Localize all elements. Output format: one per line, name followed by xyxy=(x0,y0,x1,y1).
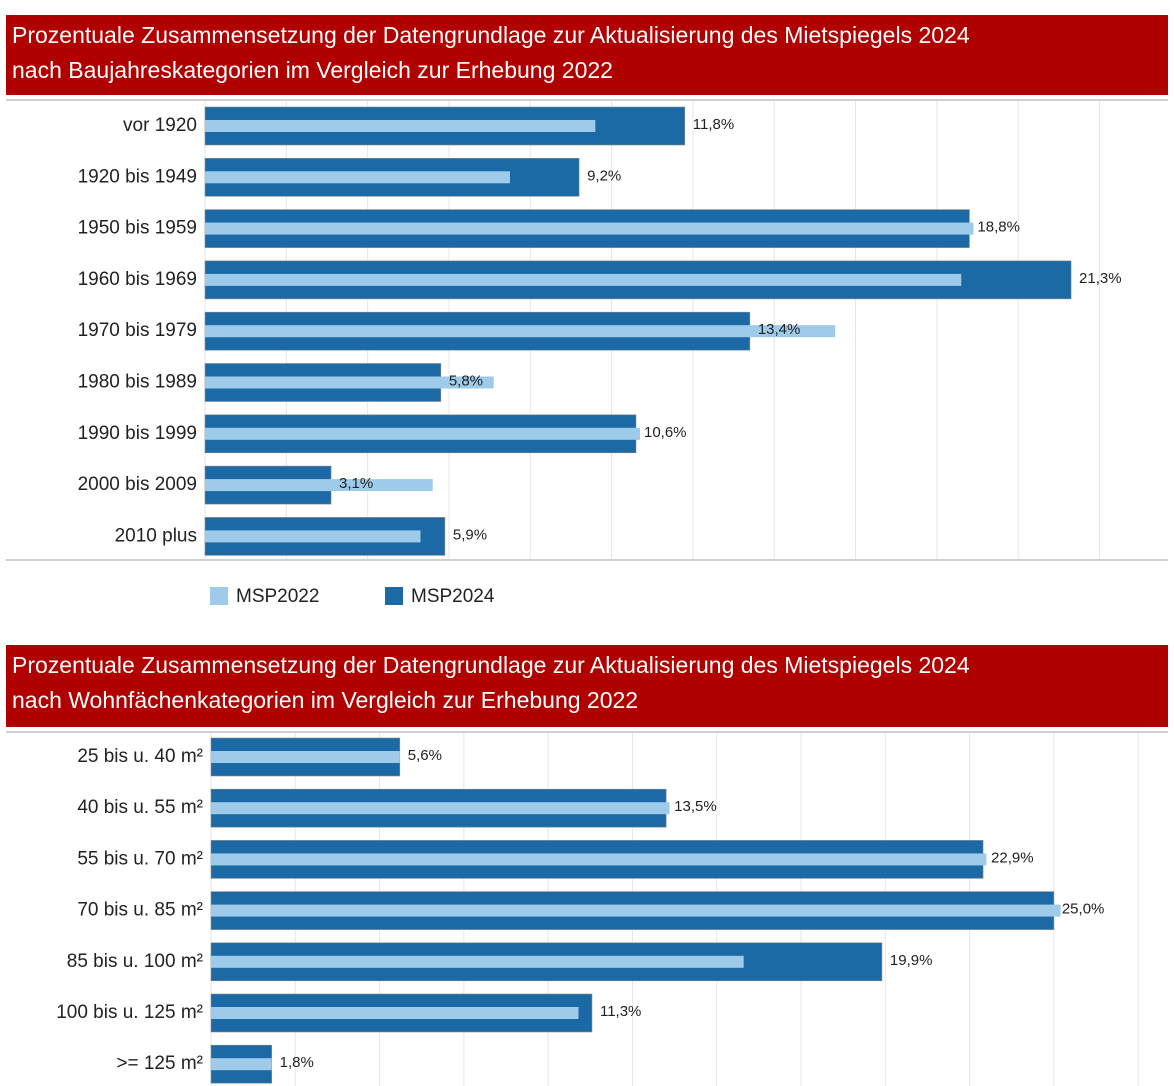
title-banner xyxy=(6,645,1168,727)
category-label: vor 1920 xyxy=(123,115,197,136)
bar xyxy=(205,530,421,543)
bar xyxy=(211,1058,272,1071)
value-label: 21,3% xyxy=(1079,270,1122,287)
category-label: 1920 bis 1949 xyxy=(78,166,197,187)
category-label: 1960 bis 1969 xyxy=(78,269,197,290)
bar xyxy=(211,904,1061,917)
category-label: 1990 bis 1999 xyxy=(78,423,197,444)
value-label: 22,9% xyxy=(991,849,1034,866)
value-label: 3,1% xyxy=(339,475,373,492)
chart-title: nach Wohnfächenkategorien im Vergleich z… xyxy=(12,687,638,713)
category-label: 2000 bis 2009 xyxy=(78,474,197,495)
category-label: 40 bis u. 55 m² xyxy=(77,797,203,818)
chart-title: nach Baujahreskategorien im Vergleich zu… xyxy=(12,57,613,83)
value-label: 19,9% xyxy=(890,952,933,969)
value-label: 18,8% xyxy=(977,219,1020,236)
bar xyxy=(205,222,974,235)
category-label: 1970 bis 1979 xyxy=(78,320,197,341)
category-label: >= 125 m² xyxy=(116,1053,203,1074)
bar xyxy=(211,955,744,968)
value-label: 5,8% xyxy=(449,372,483,389)
category-label: 55 bis u. 70 m² xyxy=(77,848,203,869)
chart-title: Prozentuale Zusammensetzung der Datengru… xyxy=(12,652,970,678)
value-label: 5,9% xyxy=(453,526,487,543)
legend-label: MSP2024 xyxy=(411,586,495,607)
category-label: 1980 bis 1989 xyxy=(78,372,197,393)
category-label: 2010 plus xyxy=(115,525,197,546)
bar xyxy=(211,1007,579,1019)
chart-title: Prozentuale Zusammensetzung der Datengru… xyxy=(12,22,970,48)
bar xyxy=(205,376,494,389)
value-label: 13,4% xyxy=(758,321,801,338)
category-label: 85 bis u. 100 m² xyxy=(67,951,203,972)
bar xyxy=(211,802,670,815)
bar xyxy=(205,171,510,184)
value-label: 11,3% xyxy=(600,1003,641,1020)
value-label: 11,8% xyxy=(693,116,734,133)
legend-swatch xyxy=(210,587,228,605)
value-label: 13,5% xyxy=(674,798,717,815)
value-label: 25,0% xyxy=(1062,901,1105,918)
value-label: 10,6% xyxy=(644,424,687,441)
bar xyxy=(205,120,596,132)
legend-label: MSP2022 xyxy=(236,586,319,607)
bar xyxy=(205,325,836,338)
legend-swatch xyxy=(385,587,403,605)
category-label: 100 bis u. 125 m² xyxy=(56,1002,203,1023)
bar xyxy=(211,853,987,866)
title-banner xyxy=(6,15,1168,95)
bar xyxy=(211,751,400,763)
bar xyxy=(205,273,962,286)
category-label: 25 bis u. 40 m² xyxy=(77,746,203,767)
value-label: 5,6% xyxy=(408,747,442,764)
bar xyxy=(205,479,433,492)
bar xyxy=(205,427,641,440)
value-label: 1,8% xyxy=(280,1054,314,1071)
category-label: 1950 bis 1959 xyxy=(78,218,197,239)
category-label: 70 bis u. 85 m² xyxy=(77,900,203,921)
value-label: 9,2% xyxy=(587,167,621,184)
